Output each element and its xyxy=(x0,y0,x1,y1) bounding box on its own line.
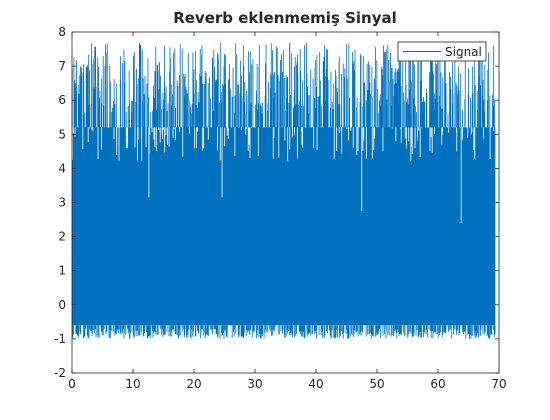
legend-label-signal: Signal xyxy=(445,45,482,59)
x-tick-label: 30 xyxy=(247,377,262,391)
y-tick-label: 2 xyxy=(58,230,66,244)
x-tick-label: 10 xyxy=(125,377,140,391)
y-tick-label: 0 xyxy=(58,298,66,312)
x-tick-label: 50 xyxy=(369,377,384,391)
y-tick-label: 8 xyxy=(58,25,66,39)
x-tick-label: 0 xyxy=(68,377,76,391)
y-tick-label: -1 xyxy=(54,332,66,346)
legend: Signal xyxy=(397,41,487,62)
x-tick-label: 70 xyxy=(491,377,506,391)
signal-gaps xyxy=(72,127,495,223)
y-tick-label: 6 xyxy=(58,93,66,107)
x-tick-label: 40 xyxy=(308,377,323,391)
chart-title: Reverb eklenmemiş Sinyal xyxy=(173,9,397,27)
axes: 0 10 20 30 40 50 60 70 -2 -1 0 1 2 3 4 5 6 7 8 xyxy=(54,25,507,391)
y-tick-label: 7 xyxy=(58,59,66,73)
y-tick-label: 3 xyxy=(58,196,66,210)
y-tick-label: 4 xyxy=(58,161,66,175)
y-tick-label: 5 xyxy=(58,127,66,141)
y-tick-label: 1 xyxy=(58,264,66,278)
plot-area xyxy=(71,42,496,339)
y-tick-label: -2 xyxy=(54,366,66,380)
x-tick-label: 20 xyxy=(186,377,201,391)
x-tick-label: 60 xyxy=(430,377,445,391)
legend-box xyxy=(397,41,487,62)
signal-dense-band xyxy=(72,127,496,326)
